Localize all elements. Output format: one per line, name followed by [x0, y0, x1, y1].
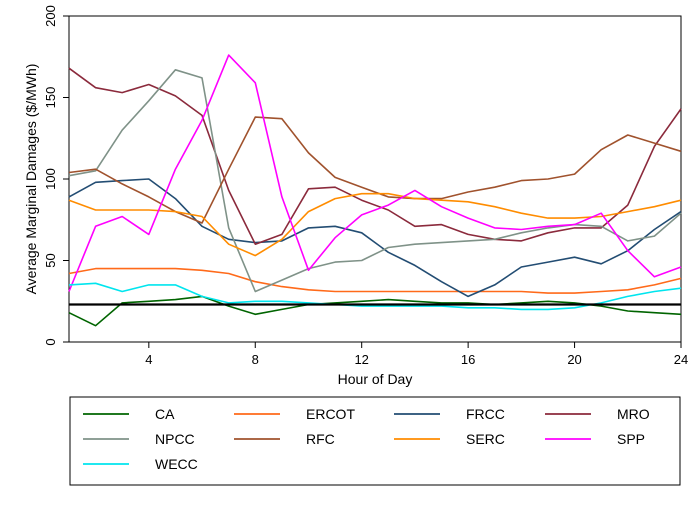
legend-box	[69, 396, 681, 486]
legend-label-ercot: ERCOT	[306, 406, 355, 422]
legend-label-frcc: FRCC	[466, 406, 505, 422]
x-tick-label: 16	[461, 352, 475, 367]
legend-label-mro: MRO	[617, 406, 650, 422]
series-line-ca	[68, 295, 682, 327]
series-line-ercot	[68, 267, 682, 294]
y-tick-label: 200	[43, 5, 58, 27]
y-tick-label: 150	[43, 87, 58, 109]
x-tick-label: 4	[145, 352, 152, 367]
series-line-serc	[68, 192, 682, 257]
x-tick-label: 12	[354, 352, 368, 367]
series-line-wecc	[68, 282, 682, 311]
legend-label-ca: CA	[155, 406, 175, 422]
y-axis-title: Average Marginal Damages ($/MWh)	[23, 64, 39, 295]
legend-label-wecc: WECC	[155, 456, 198, 472]
legend-label-serc: SERC	[466, 431, 505, 447]
y-tick-label: 100	[43, 168, 58, 190]
series-line-npcc	[68, 69, 682, 293]
legend-label-spp: SPP	[617, 431, 645, 447]
axes: 4 8 12 16 20 24 0 50 100 150 200 Hour of Day Average…	[23, 5, 688, 387]
x-tick-label: 8	[252, 352, 259, 367]
x-axis-title: Hour of Day	[338, 371, 413, 387]
x-tick-label: 20	[567, 352, 581, 367]
y-tick-label: 50	[43, 253, 58, 267]
series-line-rfc	[68, 116, 682, 224]
legend-label-npcc: NPCC	[155, 431, 195, 447]
legend: CA ERCOT FRCC MRO NPCC RFC SERC SPP WECC	[69, 396, 681, 486]
series-line-mro	[68, 67, 682, 245]
plot-frame	[68, 15, 682, 343]
y-tick-label: 0	[43, 338, 58, 345]
x-tick-label: 24	[674, 352, 688, 367]
series-line-spp	[68, 54, 682, 292]
series-layer	[68, 54, 682, 327]
series-line-frcc	[68, 178, 682, 298]
legend-label-rfc: RFC	[306, 431, 335, 447]
